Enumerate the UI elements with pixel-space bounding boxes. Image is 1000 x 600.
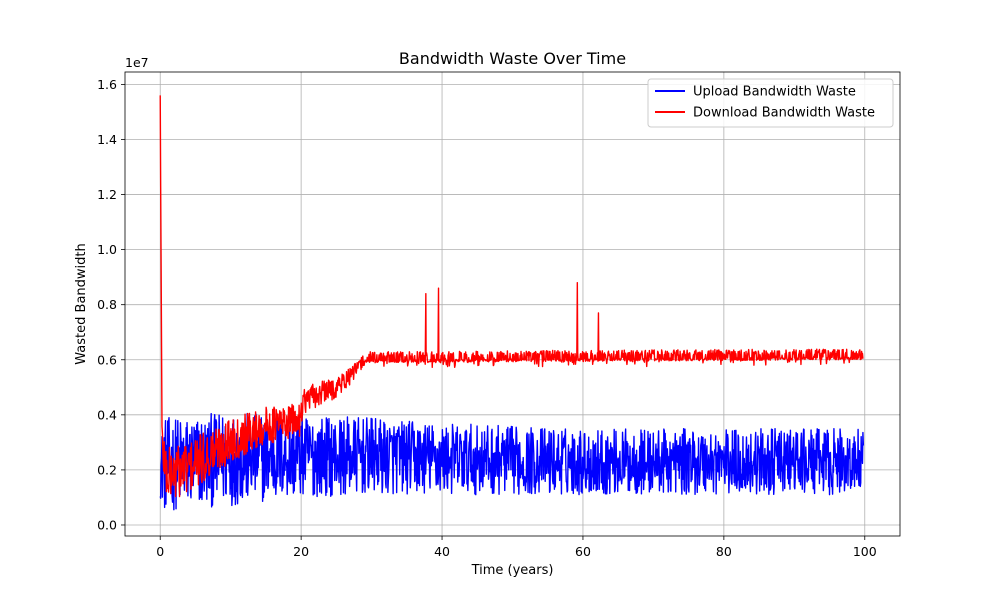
x-tick-label: 100 [853,544,877,559]
y-tick-label: 1.0 [97,242,117,257]
y-tick-label: 0.2 [97,462,117,477]
y-axis-label: Wasted Bandwidth [74,243,89,364]
legend-label-upload: Upload Bandwidth Waste [693,85,856,100]
y-tick-label: 1.6 [97,77,117,92]
x-tick-label: 60 [575,544,591,559]
legend-label-download: Download Bandwidth Waste [693,106,875,121]
x-tick-label: 20 [293,544,309,559]
legend-box [647,78,894,128]
y-tick-label: 0.8 [97,297,117,312]
plot-frame [124,71,901,537]
y-tick-label: 1.2 [97,187,117,202]
x-tick-label: 0 [156,544,164,559]
chart-title: Bandwidth Waste Over Time [399,49,626,68]
y-tick-label: 0.6 [97,352,117,367]
series-layer [159,95,865,511]
download-waste-line [159,95,864,498]
y-tick-label: 1.4 [97,132,117,147]
legend: Upload Bandwidth Waste Download Bandwidt… [647,78,894,128]
y-offset-label: 1e7 [125,55,149,70]
x-tick-label: 80 [716,544,732,559]
x-axis-label: Time (years) [471,563,554,578]
x-tick-label: 40 [434,544,450,559]
upload-waste-line [159,412,865,511]
y-tick-label: 0.4 [97,407,117,422]
axis-ticks: 0 20 40 60 80 100 0.0 0.2 0.4 0.6 0.8 1.0 1.2 1.4 1.6 [97,77,877,559]
y-tick-label: 0.0 [97,517,117,532]
